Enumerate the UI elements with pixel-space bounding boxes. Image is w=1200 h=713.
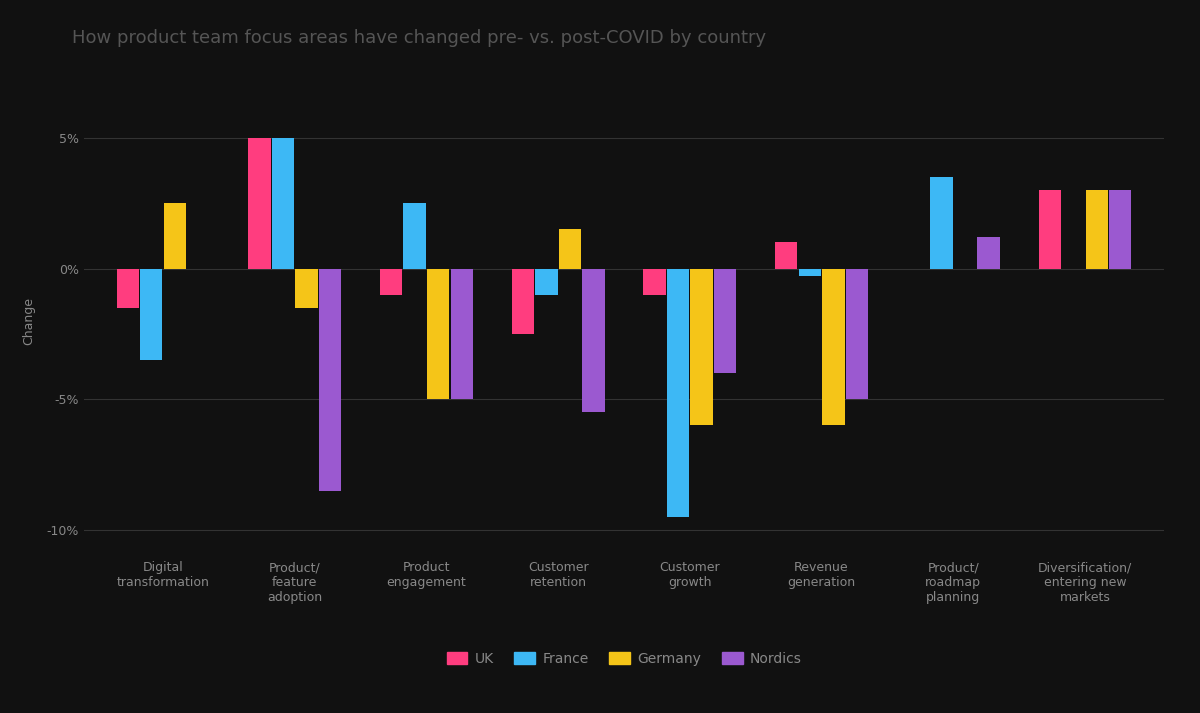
Bar (295, 269, 318, 308)
Bar (535, 269, 558, 294)
Bar (775, 242, 798, 269)
Bar (403, 203, 426, 269)
Bar (822, 269, 845, 426)
Bar (271, 138, 294, 269)
Bar (690, 269, 713, 426)
Y-axis label: Change: Change (23, 297, 36, 345)
Bar (163, 203, 186, 269)
Bar (1109, 190, 1132, 269)
Legend: UK, France, Germany, Nordics: UK, France, Germany, Nordics (442, 647, 806, 672)
Bar (380, 269, 402, 294)
Bar (667, 269, 689, 517)
Bar (427, 269, 449, 399)
Bar (846, 269, 868, 399)
Bar (450, 269, 473, 399)
Bar (511, 269, 534, 334)
Bar (714, 269, 737, 373)
Bar (799, 269, 821, 277)
Text: How product team focus areas have changed pre- vs. post-COVID by country: How product team focus areas have change… (72, 29, 766, 46)
Bar (582, 269, 605, 412)
Bar (643, 269, 666, 294)
Bar (140, 269, 162, 360)
Bar (559, 230, 581, 269)
Bar (977, 237, 1000, 269)
Bar (116, 269, 139, 308)
Bar (319, 269, 341, 491)
Bar (248, 138, 271, 269)
Bar (930, 177, 953, 269)
Bar (1086, 190, 1108, 269)
Bar (1038, 190, 1061, 269)
